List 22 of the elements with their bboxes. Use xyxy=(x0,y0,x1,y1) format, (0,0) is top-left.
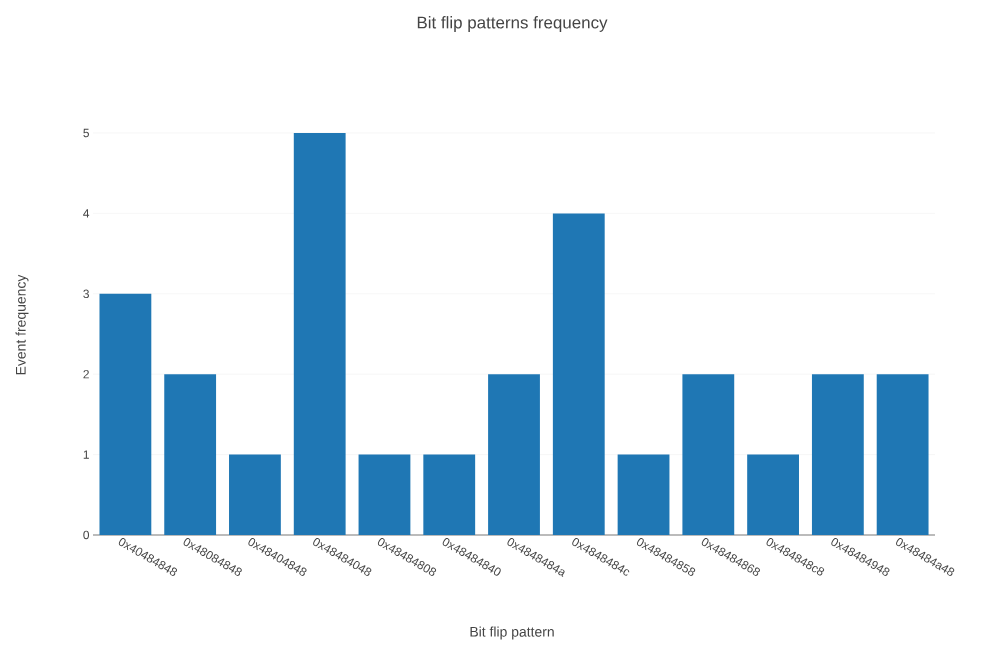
chart-title: Bit flip patterns frequency xyxy=(417,16,608,32)
bar xyxy=(617,454,670,535)
bar xyxy=(229,454,281,535)
y-tick-label: 0 xyxy=(83,530,90,540)
bar xyxy=(488,374,540,535)
bar xyxy=(747,454,799,535)
y-tick-label: 2 xyxy=(83,370,89,379)
bar xyxy=(164,374,217,535)
y-axis-title: Event frequency xyxy=(15,274,29,375)
bar xyxy=(358,454,411,535)
y-tick-label: 3 xyxy=(83,289,89,299)
y-tick-label: 4 xyxy=(83,209,90,218)
bar xyxy=(293,132,346,535)
bar xyxy=(876,374,929,535)
bar xyxy=(682,374,735,535)
bar xyxy=(99,293,152,535)
bar xyxy=(423,454,476,535)
y-tick-label: 5 xyxy=(83,128,89,138)
bar xyxy=(552,213,605,535)
x-axis-title: Bit flip pattern xyxy=(470,626,554,640)
y-tick-label: 1 xyxy=(83,450,89,459)
bar xyxy=(811,374,864,535)
